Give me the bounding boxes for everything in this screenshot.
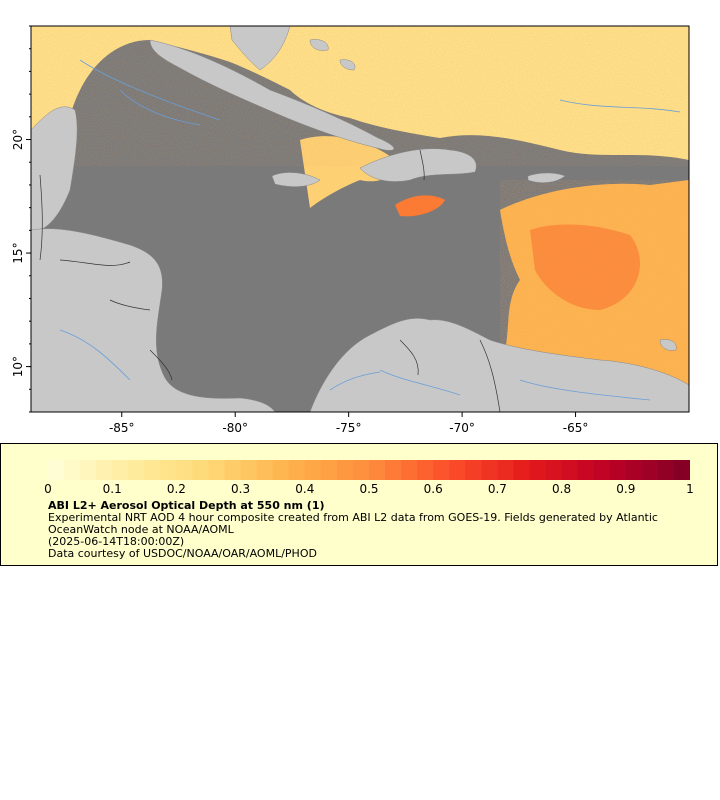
colorbar-label: 0.6: [423, 482, 443, 496]
colorbar-step: [545, 460, 563, 480]
colorbar-step: [176, 460, 194, 480]
colorbar-step: [208, 460, 226, 480]
legend-description: Experimental NRT AOD 4 hour composite cr…: [48, 511, 658, 536]
colorbar-step: [288, 460, 306, 480]
legend-title: ABI L2+ Aerosol Optical Depth at 550 nm …: [48, 499, 325, 512]
legend-text: ABI L2+ Aerosol Optical Depth at 550 nm …: [48, 500, 688, 560]
colorbar-step: [417, 460, 434, 480]
colorbar-step: [385, 460, 402, 480]
lat-tick-label: 10°: [11, 356, 25, 377]
axis-ticks: -85° -80° -75° -70° -65° 10° 15° 20°: [11, 25, 589, 435]
colorbar-step: [625, 460, 643, 480]
colorbar-step: [128, 460, 145, 480]
colorbar-label: 0: [44, 482, 52, 496]
colorbar-step: [609, 460, 627, 480]
colorbar-step: [48, 460, 65, 480]
colorbar-label: 0.7: [487, 482, 507, 496]
colorbar: [48, 460, 690, 480]
colorbar-step: [96, 460, 113, 480]
colorbar-step: [657, 460, 675, 480]
colorbar-label: 0.3: [231, 482, 251, 496]
colorbar-step: [673, 460, 690, 480]
colorbar-step: [144, 460, 161, 480]
colorbar-step: [320, 460, 338, 480]
colorbar-label: 0.2: [166, 482, 186, 496]
colorbar-step: [497, 460, 515, 480]
colorbar-label: 1: [686, 482, 694, 496]
colorbar-step: [160, 460, 177, 480]
colorbar-step: [224, 460, 242, 480]
colorbar-step: [240, 460, 258, 480]
colorbar-step: [256, 460, 274, 480]
colorbar-step: [577, 460, 595, 480]
colorbar-label: 0.5: [359, 482, 379, 496]
lon-tick-label: -75°: [336, 421, 362, 435]
rivers: [59, 59, 681, 401]
colorbar-step: [369, 460, 386, 480]
colorbar-step: [465, 460, 482, 480]
lon-tick-label: -65°: [563, 421, 589, 435]
colorbar-label: 0.4: [295, 482, 315, 496]
colorbar-label: 0.9: [616, 482, 636, 496]
legend-credit: Data courtesy of USDOC/NOAA/OAR/AOML/PHO…: [48, 547, 317, 560]
colorbar-step: [449, 460, 466, 480]
colorbar-step: [513, 460, 531, 480]
lat-tick-label: 15°: [11, 242, 25, 263]
land: [31, 26, 689, 412]
lat-tick-label: 20°: [11, 129, 25, 150]
colorbar-step: [64, 460, 81, 480]
borders: [39, 149, 501, 412]
colorbar-step: [336, 460, 354, 480]
colorbar-step: [272, 460, 290, 480]
lon-tick-label: -85°: [109, 421, 135, 435]
colorbar-step: [401, 460, 418, 480]
legend-time: (2025-06-14T18:00:00Z): [48, 535, 185, 548]
colorbar-step: [112, 460, 129, 480]
colorbar-step: [481, 460, 498, 480]
lon-tick-label: -80°: [222, 421, 248, 435]
colorbar-step: [352, 460, 370, 480]
colorbar-label: 0.1: [102, 482, 122, 496]
map-frame: [30, 25, 690, 413]
colorbar-step: [192, 460, 210, 480]
colorbar-step: [304, 460, 322, 480]
legend-panel: 0 0.1 0.2 0.3 0.4 0.5 0.6 0.7 0.8 0.9 1 ABI L2+ Ae…: [0, 443, 718, 566]
colorbar-step: [80, 460, 97, 480]
colorbar-step: [433, 460, 450, 480]
lon-tick-label: -70°: [449, 421, 475, 435]
colorbar-label: 0.8: [552, 482, 572, 496]
colorbar-step: [641, 460, 659, 480]
colorbar-step: [561, 460, 579, 480]
colorbar-step: [529, 460, 547, 480]
colorbar-step: [593, 460, 611, 480]
aod-map: -85° -80° -75° -70° -65° 10° 15° 20°: [11, 25, 690, 435]
map-area: -85° -80° -75° -70° -65° 10° 15° 20°: [11, 25, 690, 435]
